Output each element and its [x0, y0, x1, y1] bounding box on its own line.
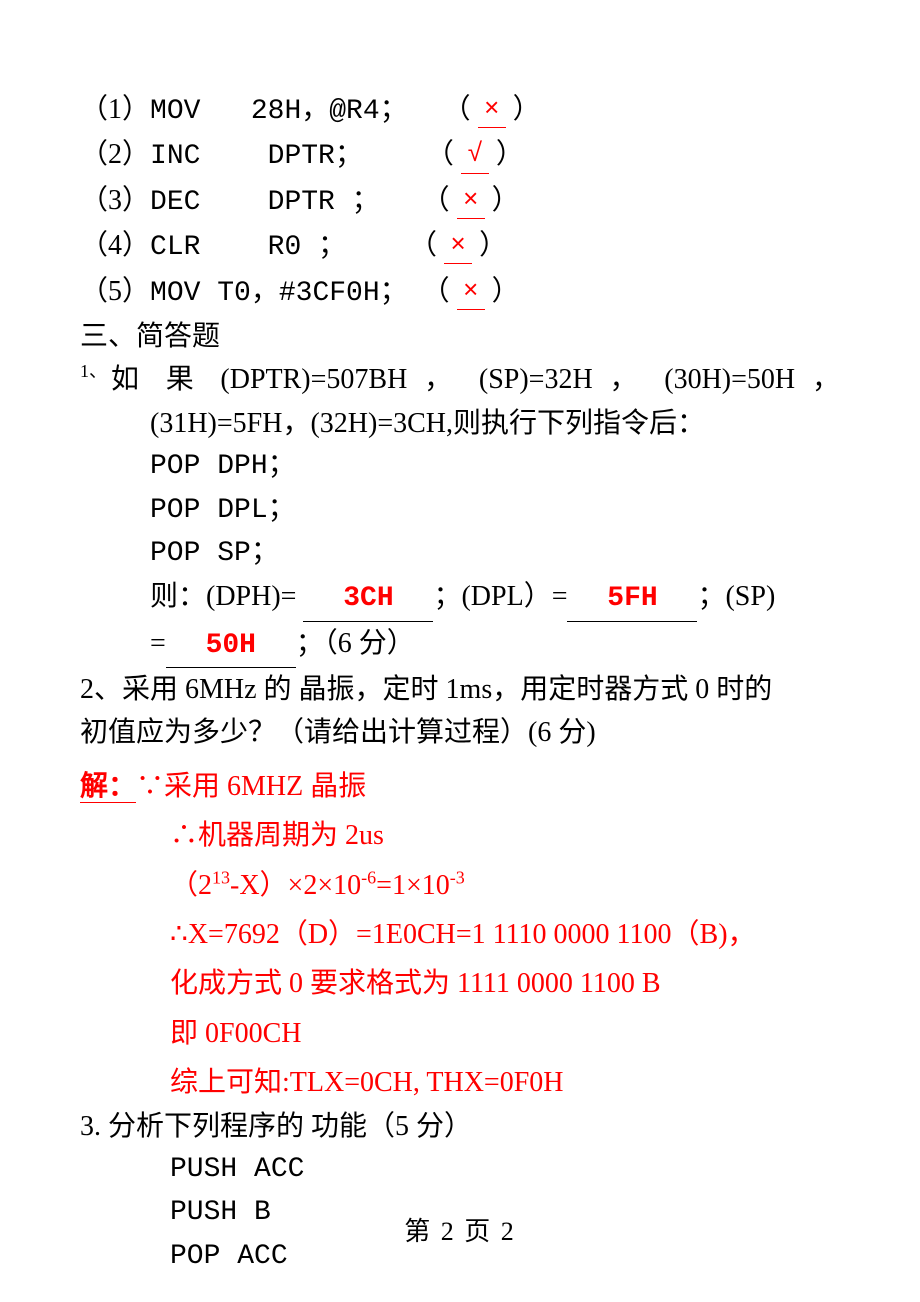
q1-result-line2: =50H；（6 分）	[80, 622, 840, 668]
ans-dph: 3CH	[303, 577, 433, 621]
instr-1: （1）MOV 28H，@R4； （ × ）	[80, 88, 840, 133]
q1-pop1: POP DPH；	[80, 445, 840, 488]
q3-c1: PUSH ACC	[80, 1148, 840, 1191]
mark-check: √	[461, 132, 489, 173]
label: ；（6 分）	[296, 628, 415, 659]
s6: 即 0F00CH	[80, 1012, 840, 1055]
jie-label: 解：	[80, 771, 136, 803]
q1-text2: (31H)=5FH，(32H)=3CH,则执行下列指令后：	[80, 402, 840, 445]
q2-solution: 解：∵采用 6MHZ 晶振	[80, 765, 840, 808]
num: （2）	[80, 139, 150, 170]
s7: 综上可知:TLX=0CH, THX=0F0H	[80, 1061, 840, 1104]
instr-3: （3）DEC DPTR ； （ × ）	[80, 179, 840, 224]
label: ；(SP)	[697, 581, 775, 612]
t: -X）×2×10	[230, 870, 361, 901]
q2-text2: 初值应为多少？（请给出计算过程）(6 分)	[80, 711, 840, 754]
num: （1）	[80, 94, 150, 125]
code: INC DPTR；	[150, 141, 363, 172]
instr-4: （4）CLR R0 ； （ × ）	[80, 224, 840, 269]
s4: ∴X=7692（D）=1E0CH=1 1110 0000 1100（B)，	[80, 913, 840, 956]
q1-text1: 如 果 (DPTR)=507BH ， (SP)=32H ， (30H)=50H …	[111, 358, 840, 401]
q3-line: 3. 分析下列程序的 功能（5 分）	[80, 1105, 840, 1148]
s5: 化成方式 0 要求格式为 1111 0000 1100 B	[80, 962, 840, 1005]
sup: -3	[450, 867, 465, 887]
q2-line1: 2、采用 6MHz 的 晶振，定时 1ms，用定时器方式 0 时的	[80, 668, 840, 711]
t: （2	[170, 870, 212, 901]
mark-x: ×	[457, 178, 485, 219]
instruction-list: （1）MOV 28H，@R4； （ × ） （2）INC DPTR； （ √ ）…	[80, 88, 840, 315]
num: （4）	[80, 230, 150, 261]
instr-5: （5）MOV T0，#3CF0H； （ × ）	[80, 270, 840, 315]
section-title: 三、简答题	[80, 315, 840, 358]
question-3: 3. 分析下列程序的 功能（5 分） PUSH ACC PUSH B POP A…	[80, 1105, 840, 1279]
s3: （213-X）×2×10-6=1×10-3	[80, 864, 840, 907]
num: （5）	[80, 276, 150, 307]
q1-num: 1、	[80, 358, 107, 401]
q3-text: 分析下列程序的 功能（5 分）	[108, 1111, 472, 1142]
ans-sp: 50H	[166, 624, 296, 668]
q1-pop2: POP DPL；	[80, 489, 840, 532]
q2-text1: 采用 6MHz 的 晶振，定时 1ms，用定时器方式 0 时的	[122, 674, 772, 705]
mark-x: ×	[478, 87, 506, 128]
s2: ∴机器周期为 2us	[80, 814, 840, 857]
code: MOV T0，#3CF0H；	[150, 278, 408, 309]
mark-x: ×	[457, 269, 485, 310]
ans-dpl: 5FH	[567, 577, 697, 621]
sup: 13	[212, 867, 230, 887]
q1-line1: 1、 如 果 (DPTR)=507BH ， (SP)=32H ， (30H)=5…	[80, 358, 840, 401]
t: =1×10	[376, 870, 450, 901]
question-1: 1、 如 果 (DPTR)=507BH ， (SP)=32H ， (30H)=5…	[80, 358, 840, 668]
q1-pop3: POP SP；	[80, 532, 840, 575]
question-2: 2、采用 6MHz 的 晶振，定时 1ms，用定时器方式 0 时的 初值应为多少…	[80, 668, 840, 1105]
label: ；(DPL）=	[433, 581, 567, 612]
num: （3）	[80, 185, 150, 216]
label: 则：(DPH)=	[150, 581, 303, 612]
q1-result-line1: 则：(DPH)= 3CH；(DPL）=5FH；(SP)	[80, 575, 840, 621]
q2-num: 2、	[80, 674, 122, 705]
label: =	[150, 628, 166, 659]
sup: -6	[361, 867, 376, 887]
s1: ∵采用 6MHZ 晶振	[136, 771, 366, 802]
code: MOV 28H，@R4；	[150, 96, 408, 127]
code: DEC DPTR ；	[150, 187, 380, 218]
instr-2: （2）INC DPTR； （ √ ）	[80, 133, 840, 178]
page-footer: 第 2 页 2	[0, 1212, 920, 1252]
mark-x: ×	[444, 223, 472, 264]
code: CLR R0 ；	[150, 232, 346, 263]
q3-num: 3.	[80, 1111, 101, 1142]
